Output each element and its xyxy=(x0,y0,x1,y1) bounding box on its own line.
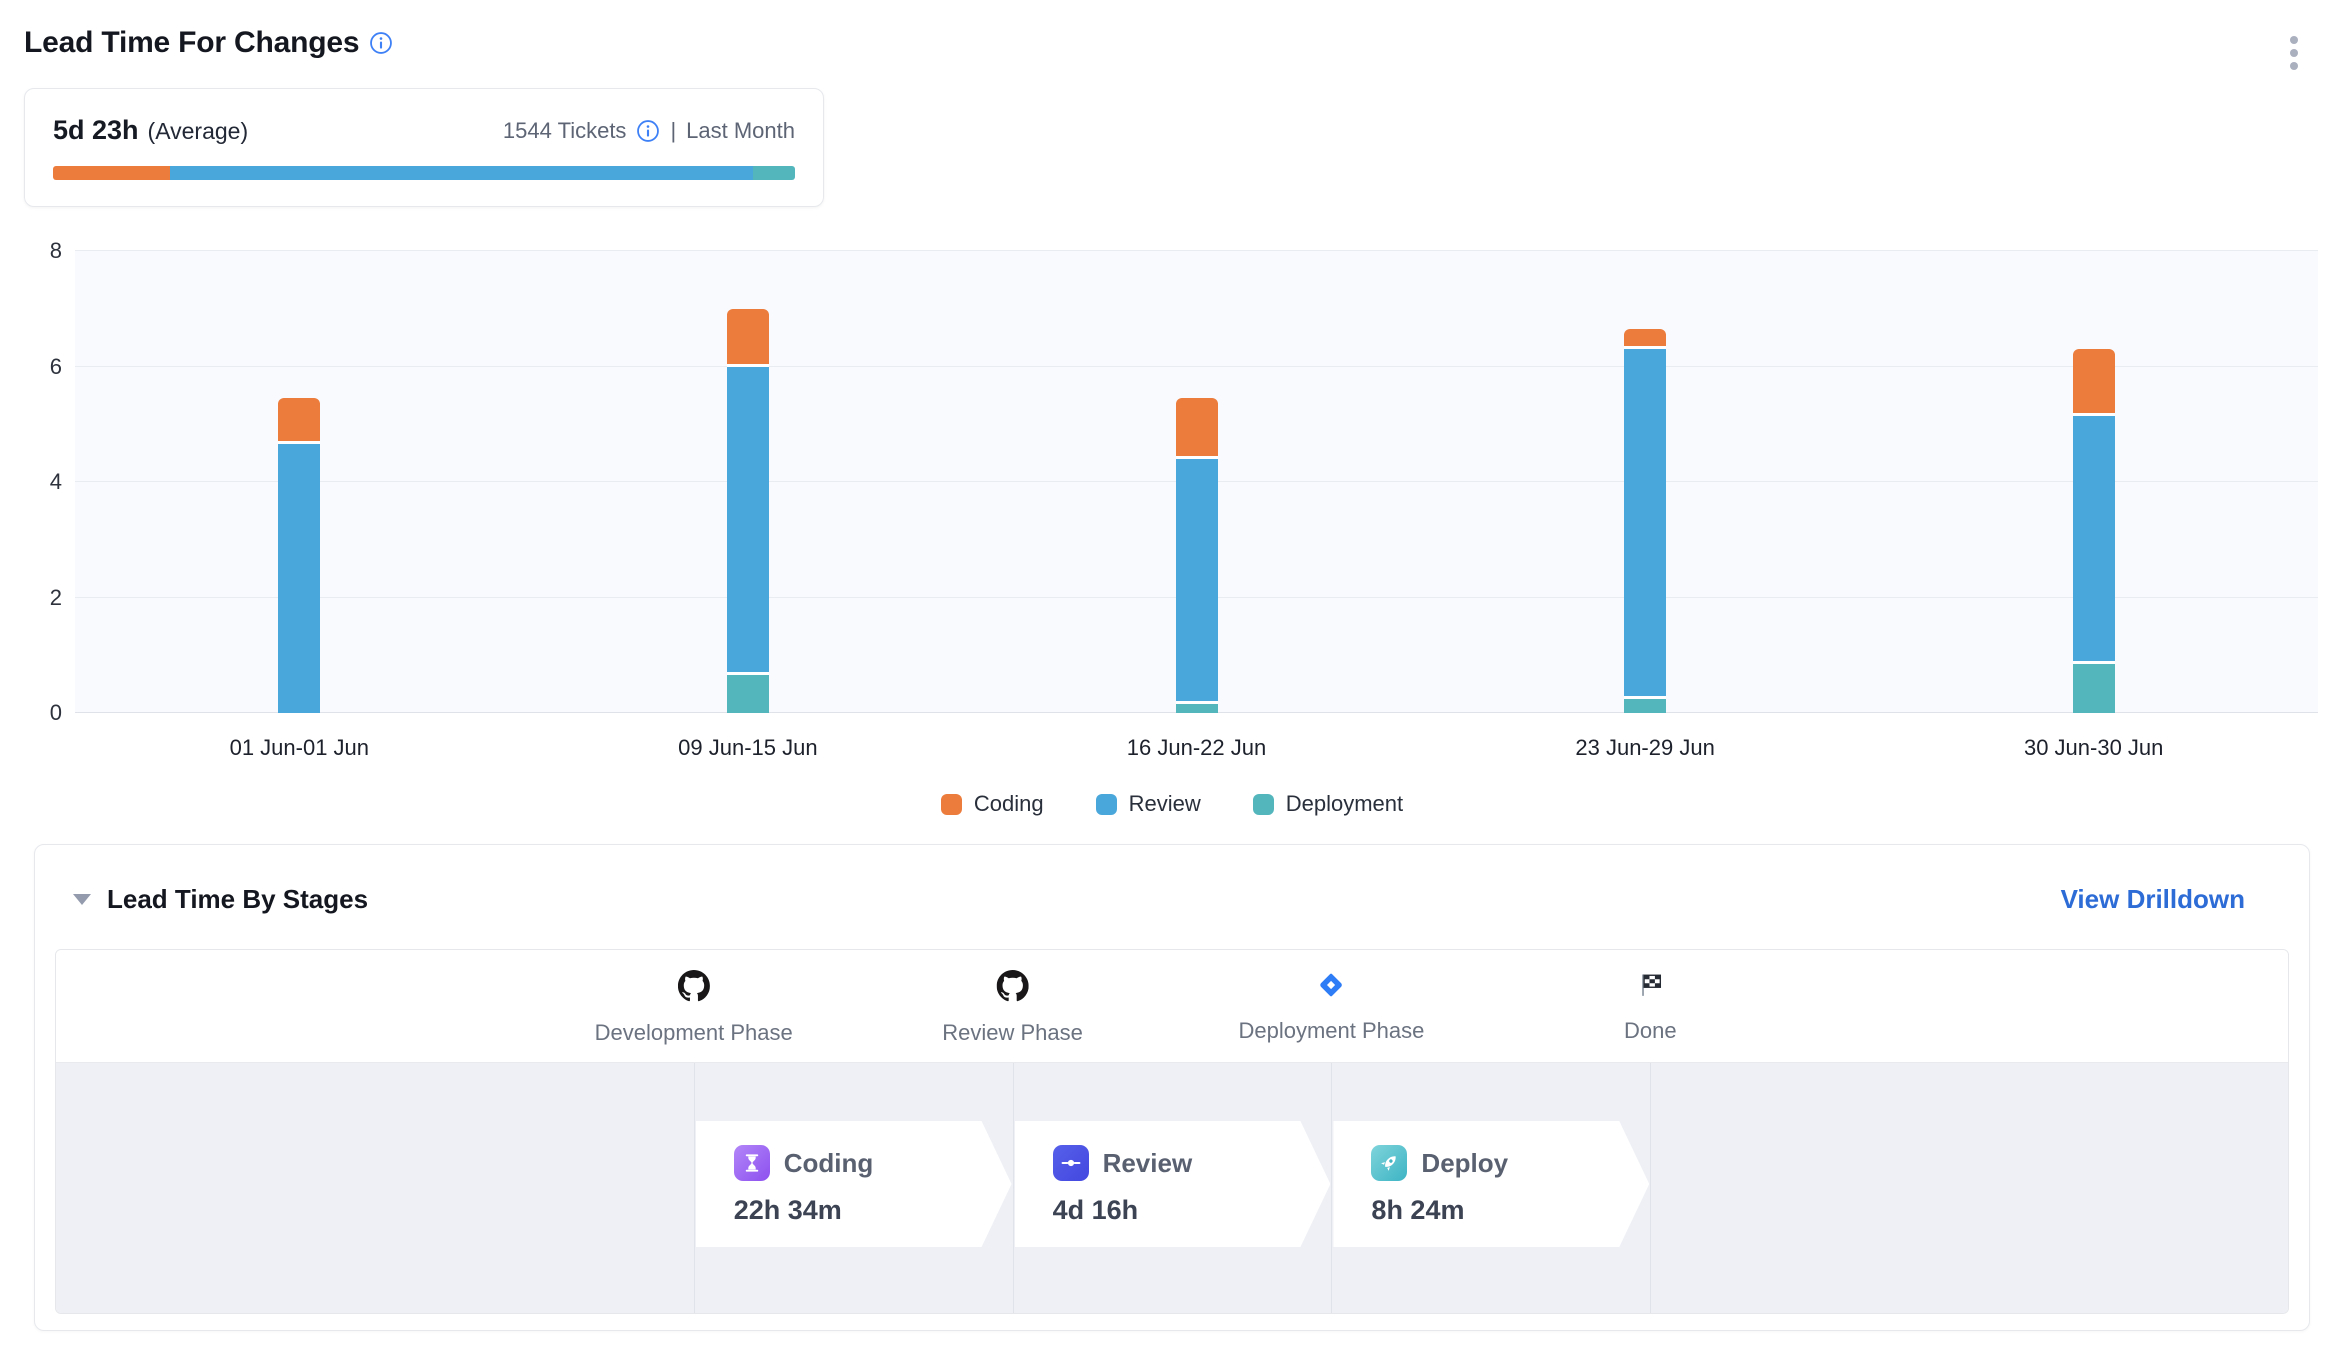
x-axis-label: 30 Jun-30 Jun xyxy=(2024,735,2163,761)
hourglass-icon xyxy=(734,1145,770,1181)
legend-item-review[interactable]: Review xyxy=(1096,791,1201,817)
widget-header: Lead Time For Changes xyxy=(0,0,2344,60)
phase-header-row: Development Phase Review Phase Deployment … xyxy=(56,950,2288,1063)
phase-review-phase: Review Phase xyxy=(942,970,1083,1046)
stage-card-coding[interactable]: Coding 22h 34m xyxy=(696,1121,1012,1247)
y-axis: 02468 xyxy=(24,251,62,713)
stages-panel-header: Lead Time By Stages View Drilldown xyxy=(35,871,2309,927)
stage-card-review[interactable]: Review 4d 16h xyxy=(1015,1121,1331,1247)
lead-time-stacked-bar-chart: 02468 01 Jun-01 Jun09 Jun-15 Jun16 Jun-2… xyxy=(24,251,2318,713)
phase-label: Done xyxy=(1624,1018,1677,1044)
stage-duration-value: 8h 24m xyxy=(1371,1195,1649,1226)
phase-label: Development Phase xyxy=(595,1020,793,1046)
bar-segment-deployment[interactable] xyxy=(727,675,769,713)
bar-segment-deployment[interactable] xyxy=(1624,699,1666,713)
stages-title: Lead Time By Stages xyxy=(107,884,368,915)
tickets-count: 1544 Tickets xyxy=(503,118,627,144)
rocket-icon xyxy=(1371,1145,1407,1181)
collapse-caret-icon[interactable] xyxy=(73,894,91,905)
y-axis-tick-label: 0 xyxy=(50,702,62,724)
stage-duration-value: 22h 34m xyxy=(734,1195,1012,1226)
bar-segment-coding[interactable] xyxy=(727,309,769,367)
stacked-bar-5[interactable] xyxy=(2073,251,2115,713)
y-axis-tick-label: 2 xyxy=(50,587,62,609)
jira-diamond-icon xyxy=(1316,970,1346,1005)
distribution-segment-deployment xyxy=(753,166,795,180)
bar-segment-review[interactable] xyxy=(1624,349,1666,698)
lead-time-for-changes-widget: Lead Time For Changes 5d 23h (Average) 1… xyxy=(0,0,2344,1352)
phase-label: Review Phase xyxy=(942,1020,1083,1046)
chart-legend: Coding Review Deployment xyxy=(0,791,2344,817)
stage-label: Review xyxy=(1103,1148,1193,1179)
git-commit-icon xyxy=(1053,1145,1089,1181)
info-icon[interactable] xyxy=(369,31,393,55)
phase-development-phase: Development Phase xyxy=(595,970,793,1046)
bar-segment-deployment[interactable] xyxy=(1176,704,1218,713)
bar-segment-coding[interactable] xyxy=(1176,398,1218,459)
legend-swatch-coding xyxy=(941,794,962,815)
legend-swatch-review xyxy=(1096,794,1117,815)
stage-duration-value: 4d 16h xyxy=(1053,1195,1331,1226)
x-axis-label: 09 Jun-15 Jun xyxy=(678,735,817,761)
legend-swatch-deployment xyxy=(1253,794,1274,815)
view-drilldown-link[interactable]: View Drilldown xyxy=(2061,884,2245,915)
column-divider xyxy=(1331,1063,1332,1313)
x-axis-label: 01 Jun-01 Jun xyxy=(230,735,369,761)
github-icon xyxy=(997,970,1029,1007)
stage-card-deploy[interactable]: Deploy 8h 24m xyxy=(1333,1121,1649,1247)
stacked-bar-4[interactable] xyxy=(1624,251,1666,713)
legend-label: Review xyxy=(1129,791,1201,817)
stage-flow-area: Coding 22h 34m Review 4d 16h Deploy 8h 24m xyxy=(56,1063,2288,1313)
legend-item-coding[interactable]: Coding xyxy=(941,791,1044,817)
legend-label: Coding xyxy=(974,791,1044,817)
column-divider xyxy=(1013,1063,1014,1313)
bar-segment-coding[interactable] xyxy=(1624,329,1666,349)
average-lead-time-value: 5d 23h xyxy=(53,115,139,146)
checkered-flag-icon xyxy=(1635,970,1665,1005)
period-label: Last Month xyxy=(686,118,795,144)
distribution-segment-coding xyxy=(53,166,170,180)
bar-segment-coding[interactable] xyxy=(2073,349,2115,415)
stages-table: Development Phase Review Phase Deployment … xyxy=(55,949,2289,1314)
bar-segment-review[interactable] xyxy=(2073,416,2115,664)
x-axis-label: 16 Jun-22 Jun xyxy=(1127,735,1266,761)
github-icon xyxy=(678,970,710,1007)
y-axis-tick-label: 8 xyxy=(50,240,62,262)
page-title: Lead Time For Changes xyxy=(24,26,359,60)
distribution-segment-review xyxy=(170,166,752,180)
legend-item-deployment[interactable]: Deployment xyxy=(1253,791,1403,817)
stages-panel: Lead Time By Stages View Drilldown Devel… xyxy=(34,844,2310,1331)
bar-segment-coding[interactable] xyxy=(278,398,320,444)
column-divider xyxy=(1650,1063,1651,1313)
legend-label: Deployment xyxy=(1286,791,1403,817)
stacked-bar-1[interactable] xyxy=(278,251,320,713)
bar-segment-review[interactable] xyxy=(1176,459,1218,704)
x-axis-label: 23 Jun-29 Jun xyxy=(1575,735,1714,761)
separator: | xyxy=(670,118,676,144)
lead-time-distribution-bar xyxy=(53,166,795,180)
y-axis-tick-label: 4 xyxy=(50,471,62,493)
kebab-menu-button[interactable] xyxy=(2290,36,2298,70)
chart-plot-area: 01 Jun-01 Jun09 Jun-15 Jun16 Jun-22 Jun2… xyxy=(75,251,2318,713)
phase-done: Done xyxy=(1624,970,1677,1044)
stage-label: Coding xyxy=(784,1148,874,1179)
bar-segment-deployment[interactable] xyxy=(2073,664,2115,713)
column-divider xyxy=(694,1063,695,1313)
phase-label: Deployment Phase xyxy=(1238,1018,1424,1044)
summary-card: 5d 23h (Average) 1544 Tickets | Last Mon… xyxy=(24,88,824,207)
bar-segment-review[interactable] xyxy=(278,444,320,713)
stacked-bar-2[interactable] xyxy=(727,251,769,713)
phase-deployment-phase: Deployment Phase xyxy=(1238,970,1424,1044)
stage-label: Deploy xyxy=(1421,1148,1508,1179)
tickets-info-icon[interactable] xyxy=(636,119,660,143)
y-axis-tick-label: 6 xyxy=(50,356,62,378)
bar-segment-review[interactable] xyxy=(727,367,769,676)
stacked-bar-3[interactable] xyxy=(1176,251,1218,713)
average-label: (Average) xyxy=(148,118,249,145)
